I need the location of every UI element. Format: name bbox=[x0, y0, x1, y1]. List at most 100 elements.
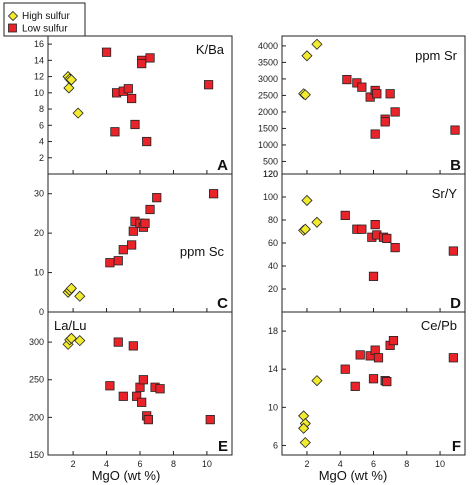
low-sulfur-point bbox=[450, 125, 460, 135]
low-sulfur-point bbox=[205, 415, 215, 425]
low-sulfur-point bbox=[145, 53, 155, 63]
panel-e-letter: E bbox=[218, 438, 228, 455]
low-sulfur-point bbox=[355, 350, 365, 360]
low-sulfur-point bbox=[372, 89, 382, 99]
legend-low-sulfur-label: Low sulfur bbox=[22, 24, 68, 35]
y-tick-label: 20 bbox=[268, 284, 278, 294]
panel-d-title: Sr/Y bbox=[432, 186, 458, 201]
low-sulfur-point bbox=[130, 119, 140, 130]
y-tick-label: 2500 bbox=[258, 90, 278, 100]
panel-d-letter: D bbox=[450, 295, 461, 312]
y-tick-label: 8 bbox=[39, 104, 44, 114]
low-sulfur-point bbox=[390, 242, 400, 253]
y-tick-label: 200 bbox=[29, 412, 44, 422]
high-sulfur-point bbox=[299, 223, 311, 235]
y-tick-label: 20 bbox=[34, 228, 44, 238]
low-sulfur-point bbox=[368, 374, 379, 384]
low-sulfur-point bbox=[373, 353, 384, 363]
low-sulfur-point bbox=[368, 271, 379, 281]
y-tick-label: 1500 bbox=[258, 123, 278, 133]
panel-f-frame bbox=[281, 311, 466, 456]
y-tick-label: 500 bbox=[263, 156, 278, 166]
y-tick-label: 10 bbox=[34, 88, 44, 98]
low-sulfur-point bbox=[357, 224, 367, 234]
low-sulfur-point bbox=[155, 384, 165, 394]
panel-c-title: ppm Sc bbox=[180, 244, 225, 259]
high-sulfur-point bbox=[298, 410, 310, 422]
legend-high-sulfur-label: High sulfur bbox=[22, 11, 70, 22]
x-tick-label: 6 bbox=[371, 459, 376, 469]
y-tick-label: 14 bbox=[34, 55, 44, 65]
high-sulfur-point bbox=[301, 194, 313, 207]
y-tick-label: 120 bbox=[263, 169, 278, 179]
y-tick-label: 14 bbox=[268, 364, 278, 374]
high-sulfur-point bbox=[299, 437, 311, 449]
low-sulfur-point bbox=[132, 391, 142, 401]
y-tick-label: 4 bbox=[39, 137, 44, 147]
x-tick-label: 4 bbox=[104, 459, 109, 469]
low-sulfur-point bbox=[342, 74, 352, 85]
x-tick-label: 4 bbox=[338, 459, 343, 469]
high-sulfur-point bbox=[74, 290, 86, 302]
legend-box bbox=[3, 2, 86, 37]
high-sulfur-point bbox=[311, 216, 323, 228]
y-tick-label: 10 bbox=[34, 268, 44, 278]
y-tick-label: 16 bbox=[34, 39, 44, 49]
low-sulfur-point bbox=[390, 107, 400, 117]
panel-e: 150 200 250 300 2 4 6 8 10 La/Lu E bbox=[29, 311, 233, 469]
high-sulfur-point bbox=[311, 375, 323, 387]
low-sulfur-point bbox=[128, 341, 138, 351]
low-sulfur-point bbox=[140, 218, 150, 228]
low-sulfur-point bbox=[385, 89, 395, 99]
panel-a: 2 4 6 8 10 12 14 16 K/Ba A bbox=[34, 35, 233, 175]
y-tick-label: 18 bbox=[268, 326, 278, 336]
x-tick-label: 2 bbox=[304, 459, 309, 469]
low-sulfur-point bbox=[105, 381, 115, 391]
y-tick-label: 250 bbox=[29, 375, 44, 385]
high-sulfur-point bbox=[74, 335, 86, 347]
panel-f: 6 10 14 18 2 4 6 8 10 Ce/Pb F bbox=[268, 311, 466, 469]
low-sulfur-point bbox=[137, 397, 147, 407]
panel-b-title: ppm Sr bbox=[415, 48, 458, 63]
low-sulfur-point bbox=[382, 376, 392, 387]
low-sulfur-point bbox=[110, 127, 120, 137]
y-tick-label: 60 bbox=[268, 238, 278, 248]
high-sulfur-point bbox=[65, 332, 77, 344]
low-sulfur-point bbox=[113, 337, 123, 347]
y-tick-label: 6 bbox=[273, 440, 278, 450]
low-sulfur-point bbox=[143, 415, 153, 425]
low-sulfur-point bbox=[350, 381, 360, 391]
low-sulfur-point bbox=[203, 80, 214, 90]
legend-high-sulfur-marker bbox=[7, 10, 19, 22]
y-tick-label: 0 bbox=[39, 307, 44, 317]
panel-a-title: K/Ba bbox=[196, 42, 225, 57]
y-tick-label: 2 bbox=[39, 153, 44, 163]
low-sulfur-point bbox=[152, 193, 162, 203]
panel-e-title: La/Lu bbox=[54, 318, 87, 333]
low-sulfur-point bbox=[145, 204, 155, 215]
high-sulfur-point bbox=[311, 38, 323, 50]
y-tick-label: 6 bbox=[39, 120, 44, 130]
panel-c: 0 10 20 30 ppm Sc C bbox=[34, 173, 233, 317]
panel-f-title: Ce/Pb bbox=[421, 318, 457, 333]
low-sulfur-point bbox=[101, 47, 112, 57]
x-axis-label-left: MgO (wt %) bbox=[92, 468, 161, 483]
high-sulfur-point bbox=[72, 107, 84, 119]
x-tick-label: 6 bbox=[137, 459, 142, 469]
high-sulfur-point bbox=[65, 282, 77, 294]
panel-c-letter: C bbox=[217, 295, 228, 312]
x-tick-label: 10 bbox=[202, 459, 212, 469]
low-sulfur-point bbox=[370, 129, 380, 139]
low-sulfur-point bbox=[208, 189, 219, 199]
legend: High sulfur Low sulfur bbox=[3, 2, 86, 37]
y-tick-label: 30 bbox=[34, 189, 44, 199]
legend-low-sulfur-marker bbox=[8, 23, 17, 33]
low-sulfur-point bbox=[113, 256, 123, 266]
low-sulfur-point bbox=[123, 84, 133, 94]
x-axis-label-right: MgO (wt %) bbox=[319, 468, 388, 483]
low-sulfur-point bbox=[340, 210, 350, 220]
low-sulfur-point bbox=[118, 245, 128, 255]
y-tick-label: 4000 bbox=[258, 41, 278, 51]
